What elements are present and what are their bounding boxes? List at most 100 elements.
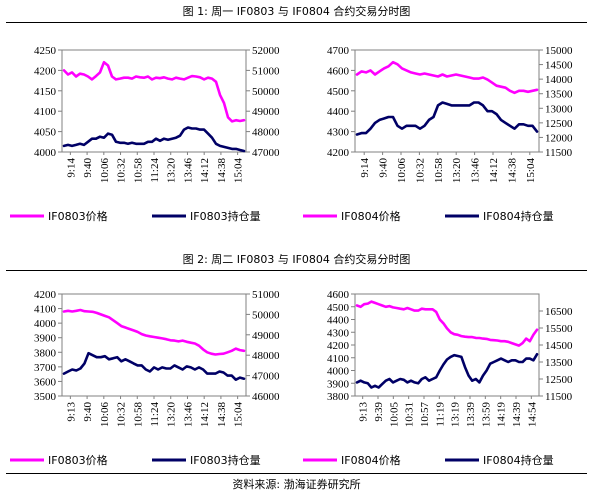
right-axis-tick-label: 11500 — [545, 391, 573, 403]
x-axis-tick-label: 14:12 — [199, 158, 211, 183]
x-axis-tick-label: 14:54 — [526, 402, 538, 428]
x-axis-tick-label: 13:46 — [182, 158, 194, 184]
figure1-title: 图 1: 周一 IF0803 与 IF0804 合约交易分时图 — [182, 5, 411, 18]
x-axis-tick-label: 9:39 — [373, 402, 385, 422]
left-axis-tick-label: 3800 — [327, 391, 350, 403]
x-axis-tick-label: 13:20 — [451, 158, 463, 184]
x-axis-tick-label: 10:32 — [116, 402, 128, 427]
left-axis-tick-label: 3500 — [34, 391, 57, 403]
x-axis-tick-label: 14:19 — [496, 402, 508, 428]
x-axis-tick-label: 10:32 — [414, 158, 426, 183]
right-axis-tick-label: 14000 — [545, 74, 573, 86]
right-axis-tick-label: 47000 — [252, 147, 280, 159]
x-axis-tick-label: 10:58 — [433, 158, 445, 184]
left-axis-tick-label: 4400 — [327, 315, 350, 327]
right-axis-tick-label: 50000 — [252, 309, 280, 321]
left-axis-tick-label: 3700 — [34, 362, 57, 374]
left-axis-tick-label: 4050 — [34, 127, 57, 139]
left-axis-tick-label: 4000 — [327, 366, 350, 378]
x-axis-tick-label: 9:14 — [359, 158, 371, 178]
x-axis-tick-label: 9:40 — [82, 158, 94, 178]
left-axis-tick-label: 4100 — [34, 304, 57, 316]
left-axis-tick-label: 3800 — [34, 347, 57, 359]
left-axis-tick-label: 4100 — [34, 106, 57, 118]
x-axis-tick-label: 10:32 — [116, 158, 128, 183]
legend-label: IF0804持仓量 — [483, 209, 554, 223]
left-axis-tick-label: 4500 — [327, 302, 350, 314]
x-axis-tick-label: 10:06 — [99, 158, 111, 184]
left-axis-tick-label: 3600 — [34, 376, 57, 388]
right-axis-tick-label: 12500 — [545, 374, 573, 386]
x-axis-tick-label: 10:05 — [388, 402, 400, 428]
left-axis-tick-label: 3900 — [327, 378, 350, 390]
legend-label: IF0803价格 — [48, 209, 108, 223]
right-axis-tick-label: 12500 — [545, 118, 573, 130]
x-axis-tick-label: 11:24 — [149, 402, 161, 427]
position-series-line — [62, 351, 246, 381]
x-axis-tick-label: 10:31 — [404, 402, 416, 427]
left-axis-tick-label: 4200 — [34, 289, 57, 301]
price-series-line — [355, 60, 539, 95]
x-axis-tick-label: 15:04 — [525, 158, 537, 184]
x-axis-tick-label: 13:59 — [480, 402, 492, 428]
plot-frame — [61, 293, 247, 397]
chart-svg: 4000 4050 4100 4150 4200 4250 47000 48000 49000 5… — [10, 45, 280, 223]
right-axis-tick-label: 46000 — [252, 391, 280, 403]
left-axis-tick-label: 4300 — [327, 327, 350, 339]
x-axis-tick-label: 11:19 — [434, 402, 446, 427]
legend-label: IF0803价格 — [48, 453, 108, 467]
right-axis-tick-label: 51000 — [252, 65, 280, 77]
legend-label: IF0804价格 — [341, 209, 401, 223]
right-axis-tick-label: 52000 — [252, 45, 280, 57]
price-series-line — [62, 60, 246, 123]
x-axis-tick-label: 14:38 — [216, 158, 228, 184]
left-axis-tick-label: 4300 — [327, 127, 350, 139]
right-axis-tick-label: 49000 — [252, 106, 280, 118]
x-axis-tick-label: 13:39 — [465, 402, 477, 428]
right-axis-tick-label: 13500 — [545, 89, 573, 101]
position-series-line — [355, 353, 539, 389]
right-axis-tick-label: 51000 — [252, 289, 280, 301]
right-axis-tick-label: 13000 — [545, 103, 573, 115]
position-series-line — [62, 126, 246, 153]
left-axis-tick-label: 4700 — [327, 45, 350, 57]
x-axis-tick-label: 9:14 — [65, 158, 77, 178]
plot-frame — [354, 49, 540, 153]
legend-label: IF0804持仓量 — [483, 453, 554, 467]
left-axis-tick-label: 4400 — [327, 106, 350, 118]
left-axis-tick-label: 4000 — [34, 318, 57, 330]
x-axis-tick-label: 14:12 — [488, 158, 500, 183]
left-axis-tick-label: 4500 — [327, 86, 350, 98]
left-axis-tick-label: 4250 — [34, 45, 57, 57]
x-axis-tick-label: 13:20 — [166, 402, 178, 428]
x-axis-tick-label: 9:40 — [82, 402, 94, 422]
right-axis-tick-label: 12000 — [545, 132, 573, 144]
right-axis-tick-label: 14500 — [545, 60, 573, 72]
left-axis-tick-label: 4100 — [327, 353, 350, 365]
right-axis-tick-label: 11500 — [545, 147, 573, 159]
right-axis-tick-label: 14500 — [545, 340, 573, 352]
figure2-title: 图 2: 周二 IF0803 与 IF0804 合约交易分时图 — [182, 253, 411, 266]
left-axis-tick-label: 4600 — [327, 289, 350, 301]
plot-frame — [354, 293, 540, 397]
x-axis-tick-label: 15:04 — [233, 158, 245, 184]
chart-tuesday-if0803: 3500 3600 3700 3800 3900 4000 4100 4200 46000 470… — [4, 282, 297, 492]
x-axis-tick-label: 10:06 — [99, 402, 111, 428]
x-axis-tick-label: 9:13 — [358, 402, 370, 422]
x-axis-tick-label: 14:38 — [506, 158, 518, 184]
right-axis-tick-label: 16500 — [545, 306, 573, 318]
x-axis-tick-label: 13:20 — [166, 158, 178, 184]
x-axis-tick-label: 15:04 — [233, 402, 245, 428]
x-axis-tick-label: 9:40 — [378, 158, 390, 178]
x-axis-tick-label: 10:58 — [132, 402, 144, 428]
plot-frame — [61, 49, 247, 153]
right-axis-tick-label: 50000 — [252, 86, 280, 98]
left-axis-tick-label: 3900 — [34, 333, 57, 345]
x-axis-tick-label: 13:46 — [182, 402, 194, 428]
x-axis-tick-label: 14:12 — [199, 402, 211, 427]
right-axis-tick-label: 13500 — [545, 357, 573, 369]
chart-svg: 3500 3600 3700 3800 3900 4000 4100 4200 46000 470… — [10, 289, 280, 467]
chart-tuesday-if0804: 3800 3900 4000 4100 4200 4300 4400 4500 4600 1150… — [297, 282, 590, 492]
chart-svg: 4200 4300 4400 4500 4600 4700 11500 12000 12500 1… — [303, 45, 573, 223]
